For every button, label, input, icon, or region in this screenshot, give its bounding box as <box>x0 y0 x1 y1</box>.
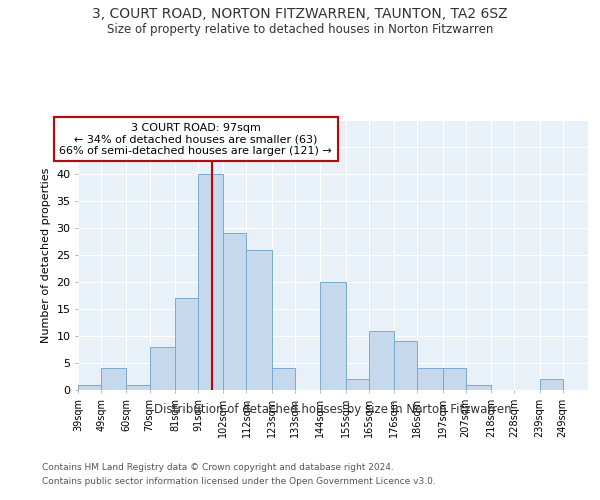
Bar <box>466 384 491 390</box>
Text: 3 COURT ROAD: 97sqm
← 34% of detached houses are smaller (63)
66% of semi-detach: 3 COURT ROAD: 97sqm ← 34% of detached ho… <box>59 122 332 156</box>
Bar <box>443 368 466 390</box>
Bar <box>394 342 417 390</box>
Text: Distribution of detached houses by size in Norton Fitzwarren: Distribution of detached houses by size … <box>154 402 512 415</box>
Bar <box>101 368 127 390</box>
Bar <box>417 368 443 390</box>
Y-axis label: Number of detached properties: Number of detached properties <box>41 168 50 342</box>
Text: 3, COURT ROAD, NORTON FITZWARREN, TAUNTON, TA2 6SZ: 3, COURT ROAD, NORTON FITZWARREN, TAUNTO… <box>92 8 508 22</box>
Bar <box>247 250 272 390</box>
Bar <box>320 282 346 390</box>
Bar <box>149 347 175 390</box>
Bar <box>127 384 149 390</box>
Bar <box>369 330 394 390</box>
Bar <box>78 384 101 390</box>
Text: Size of property relative to detached houses in Norton Fitzwarren: Size of property relative to detached ho… <box>107 22 493 36</box>
Bar <box>175 298 198 390</box>
Bar <box>272 368 295 390</box>
Bar <box>539 379 563 390</box>
Bar <box>346 379 369 390</box>
Text: Contains HM Land Registry data © Crown copyright and database right 2024.: Contains HM Land Registry data © Crown c… <box>42 462 394 471</box>
Bar <box>198 174 223 390</box>
Text: Contains public sector information licensed under the Open Government Licence v3: Contains public sector information licen… <box>42 478 436 486</box>
Bar <box>223 234 247 390</box>
